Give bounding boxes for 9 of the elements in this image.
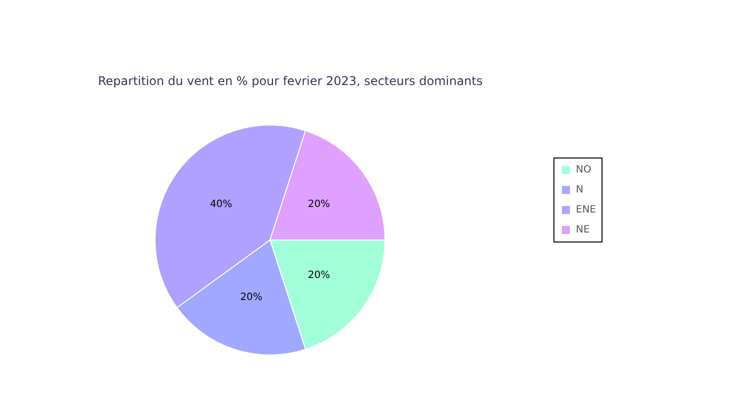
chart-title: Repartition du vent en % pour fevrier 2023, secteurs dominants bbox=[98, 74, 483, 88]
data-label: 20% bbox=[308, 270, 330, 282]
legend-label: NE bbox=[576, 224, 590, 236]
legend-label: ENE bbox=[576, 204, 596, 216]
legend-label: N bbox=[576, 184, 584, 196]
data-label: 20% bbox=[240, 292, 262, 304]
legend-label: NO bbox=[576, 164, 592, 176]
data-label: 20% bbox=[308, 198, 330, 210]
data-label: 40% bbox=[210, 198, 232, 210]
